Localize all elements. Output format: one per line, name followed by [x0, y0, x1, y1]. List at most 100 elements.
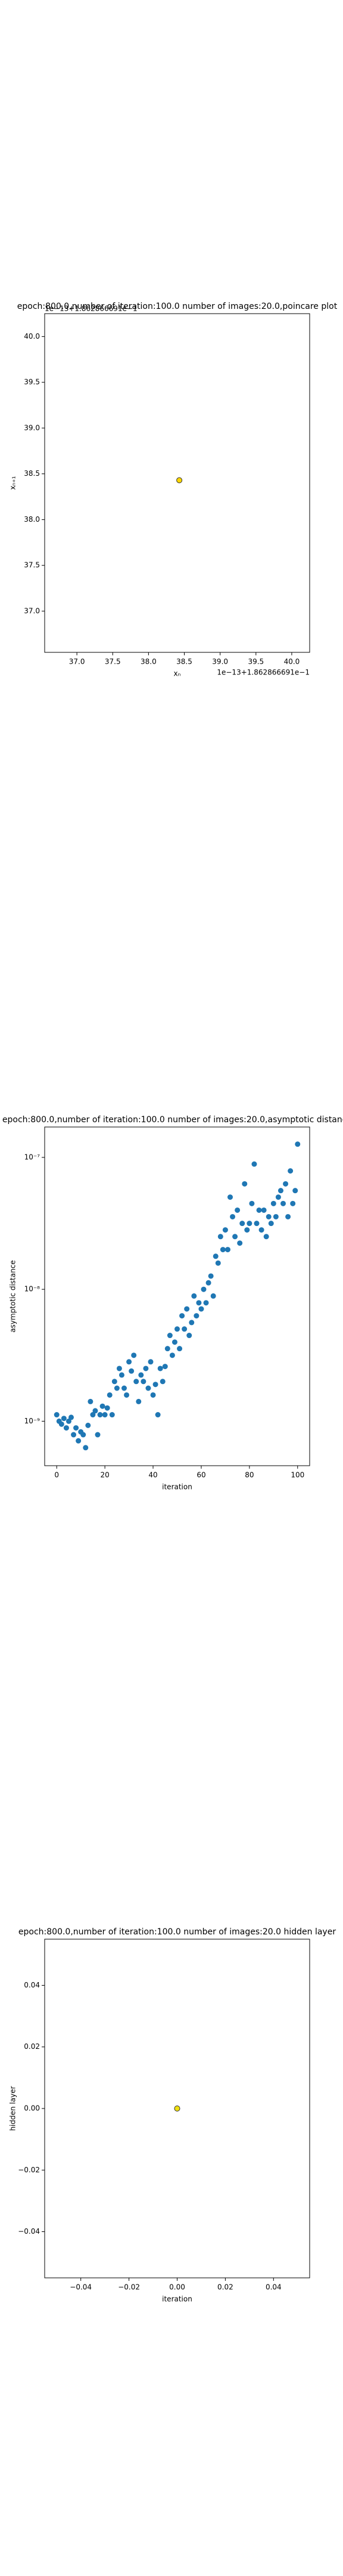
point	[230, 1213, 236, 1219]
point	[114, 1385, 120, 1391]
x-tick-label: 60	[197, 1471, 205, 1479]
point	[99, 1403, 105, 1409]
point	[261, 1207, 267, 1213]
point	[191, 1293, 197, 1299]
y-tick-label: 38.0	[24, 515, 40, 524]
point	[249, 1200, 255, 1206]
point	[201, 1286, 207, 1292]
point	[189, 1320, 195, 1326]
y-tick-label: −0.04	[18, 2227, 40, 2236]
point	[162, 1364, 168, 1370]
axes-frame	[44, 313, 310, 653]
point	[242, 1181, 248, 1187]
point	[290, 1200, 296, 1206]
point	[157, 1366, 163, 1371]
point	[184, 1306, 190, 1312]
point	[295, 1141, 301, 1147]
point	[58, 1421, 64, 1427]
point	[85, 1422, 91, 1428]
y-tick-label: 39.5	[24, 378, 40, 386]
point	[222, 1227, 228, 1233]
point	[73, 1425, 79, 1431]
point	[83, 1445, 89, 1451]
y-tick-label: 39.0	[24, 423, 40, 432]
point	[196, 1300, 202, 1306]
point	[244, 1227, 250, 1233]
point	[285, 1213, 291, 1219]
point	[186, 1333, 192, 1339]
point	[205, 1280, 211, 1286]
x-tick-label: 0.04	[266, 2283, 282, 2292]
point	[104, 1405, 110, 1411]
x-tick-label: 39.5	[248, 658, 264, 666]
point	[254, 1221, 260, 1227]
point	[235, 1207, 241, 1213]
point	[176, 477, 183, 484]
point	[288, 1168, 294, 1174]
y-tick-label: 10⁻⁷	[24, 1153, 40, 1161]
point	[119, 1372, 124, 1378]
y-tick-label: 40.0	[24, 332, 40, 340]
point	[71, 1432, 77, 1438]
x-tick-label: −0.04	[70, 2283, 92, 2292]
point	[268, 1221, 274, 1227]
point	[129, 1368, 135, 1374]
point	[148, 1359, 154, 1365]
point	[217, 1234, 223, 1240]
point	[136, 1398, 142, 1404]
point	[80, 1432, 86, 1438]
point	[292, 1188, 298, 1194]
x-tick-label: 37.5	[105, 658, 121, 666]
point	[169, 1352, 175, 1358]
point	[95, 1432, 101, 1438]
x-offset-text: 1e−13+1.862866691e−1	[217, 668, 310, 677]
x-tick-label: 39.0	[212, 658, 228, 666]
point	[270, 1200, 276, 1206]
point	[138, 1372, 144, 1378]
point	[160, 1379, 166, 1385]
point	[263, 1234, 269, 1240]
point	[150, 1392, 156, 1398]
chart-title: epoch:800.0,number of iteration:100.0 nu…	[2, 1115, 343, 1125]
point	[133, 1379, 139, 1385]
point	[126, 1359, 132, 1365]
point	[232, 1234, 238, 1240]
x-tick-label: 37.0	[69, 658, 85, 666]
y-tick-label: 37.5	[24, 561, 40, 569]
point	[220, 1247, 226, 1253]
x-tick-label: 0.00	[169, 2283, 185, 2292]
point	[227, 1194, 233, 1200]
chart-title: epoch:800.0,number of iteration:100.0 nu…	[18, 1927, 336, 1937]
point	[121, 1385, 127, 1391]
y-tick-label: 0.00	[24, 2104, 40, 2113]
point	[97, 1412, 103, 1418]
point	[256, 1207, 262, 1213]
y-offset-text: 1e−13+1.862866691e−1	[45, 305, 138, 313]
point	[102, 1412, 108, 1418]
y-tick-label: −0.02	[18, 2166, 40, 2174]
point	[239, 1221, 245, 1227]
point	[174, 2106, 180, 2111]
point	[143, 1366, 149, 1371]
y-tick-label: 10⁻⁸	[24, 1285, 40, 1293]
point	[155, 1412, 161, 1418]
point	[208, 1273, 214, 1279]
point	[172, 1339, 177, 1345]
point	[237, 1240, 243, 1246]
point	[116, 1366, 122, 1371]
y-tick-label: 38.5	[24, 469, 40, 478]
point	[152, 1382, 158, 1388]
point	[198, 1306, 204, 1312]
point	[215, 1260, 221, 1266]
point	[266, 1213, 272, 1219]
point	[54, 1412, 60, 1418]
x-tick-label: 80	[245, 1471, 254, 1479]
point	[179, 1313, 185, 1319]
y-tick-label: 0.02	[24, 2042, 40, 2051]
point	[164, 1346, 170, 1352]
point	[145, 1385, 151, 1391]
x-tick-label: 0	[54, 1471, 59, 1479]
point	[107, 1392, 113, 1398]
x-tick-label: 38.5	[176, 658, 192, 666]
